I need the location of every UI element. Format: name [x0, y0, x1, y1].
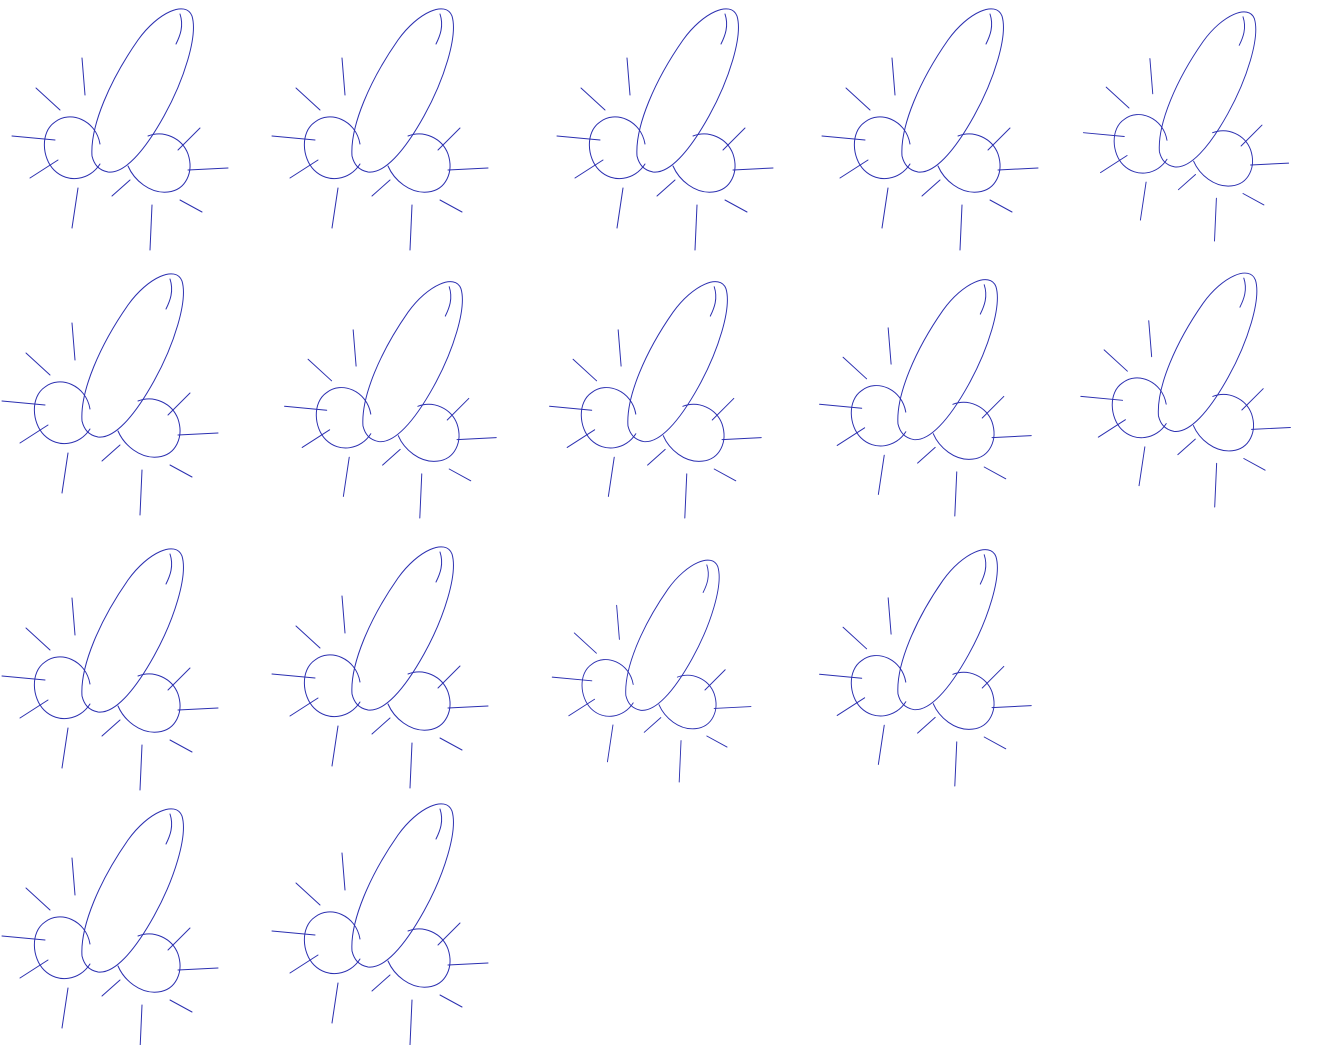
doodle-7 [284, 281, 497, 519]
doodle-10 [1080, 272, 1291, 508]
doodle-11 [1, 548, 219, 791]
doodle-16 [271, 803, 489, 1045]
doodle-4 [821, 8, 1039, 251]
doodle-13 [551, 559, 752, 783]
doodle-6 [1, 273, 219, 516]
doodle-14 [819, 549, 1032, 787]
doodle-5 [1082, 11, 1290, 242]
doodle-2 [271, 8, 489, 251]
doodle-12 [271, 546, 489, 789]
doodle-15 [1, 808, 219, 1045]
doodle-8 [549, 281, 762, 519]
doodle-9 [819, 279, 1032, 517]
doodle-grid [1, 8, 1291, 1045]
doodle-3 [556, 8, 774, 251]
doodle-1 [11, 8, 229, 251]
